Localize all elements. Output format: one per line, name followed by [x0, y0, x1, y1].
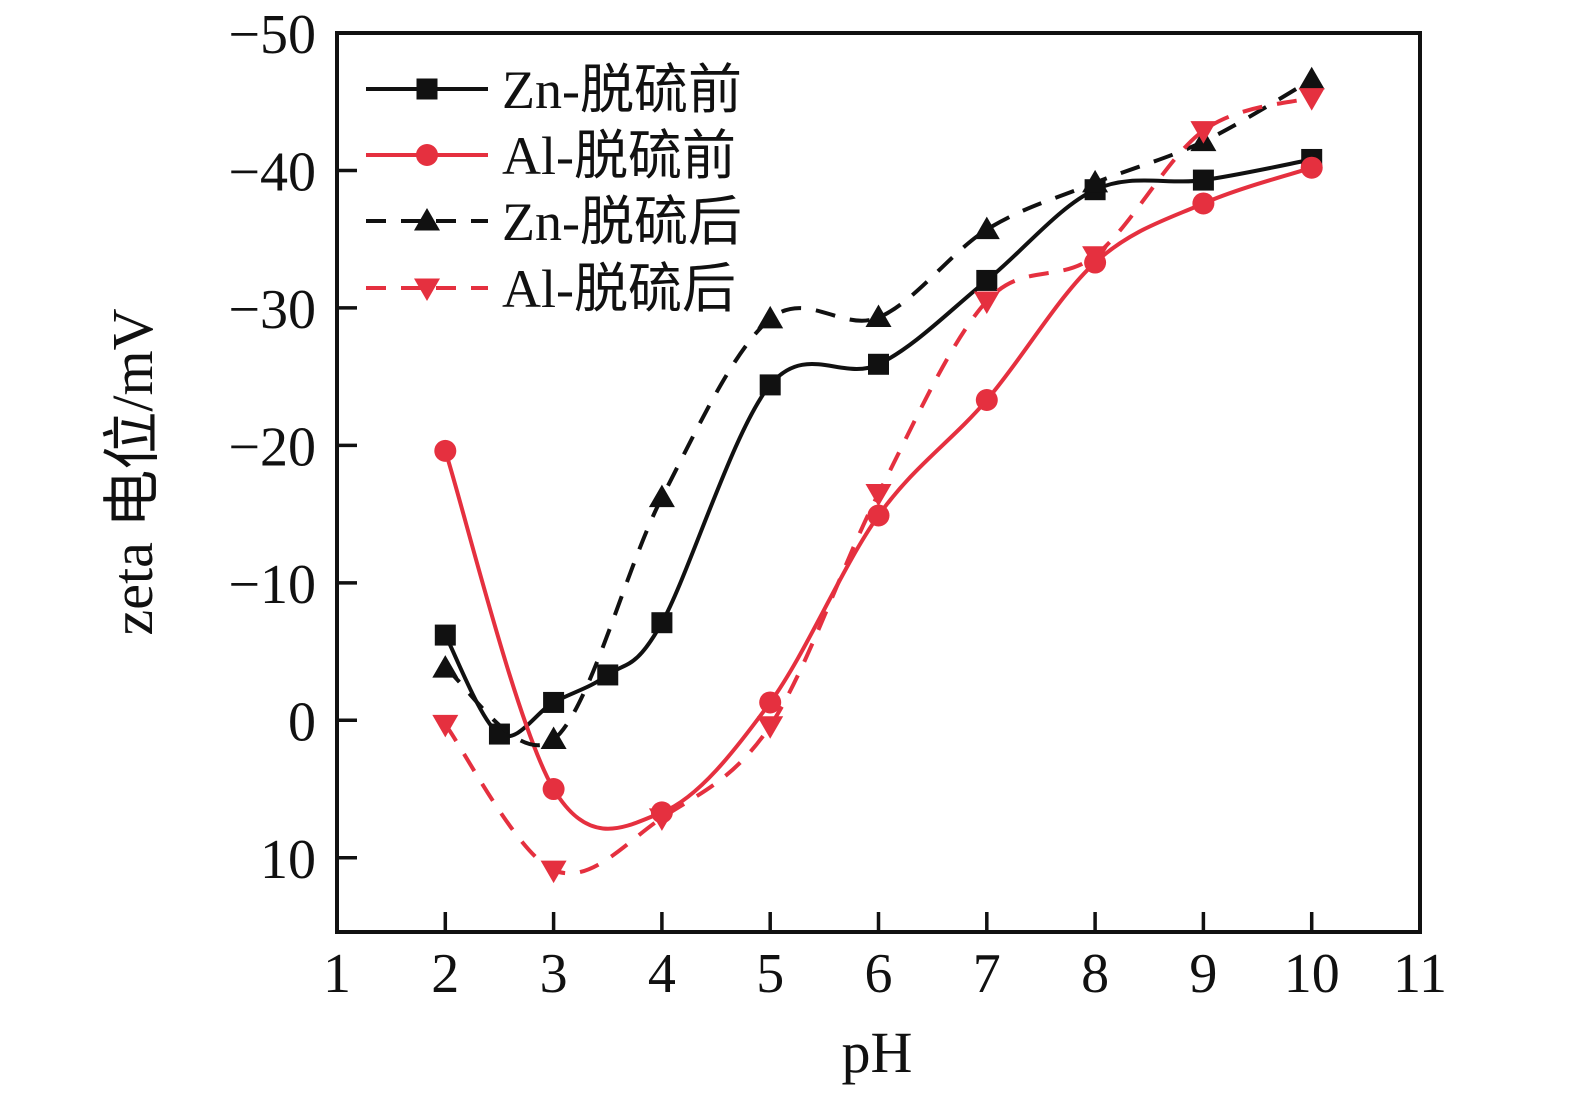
marker-triangle-up-zn-after [648, 484, 675, 508]
marker-circle-al-before [759, 691, 782, 714]
marker-square-zn-before [651, 612, 673, 634]
y-tick-label: −10 [228, 554, 316, 616]
marker-triangle-down-al-after [648, 808, 675, 831]
marker-triangle-up-zn-after [973, 216, 1000, 240]
series-line-al-after [443, 95, 1313, 876]
marker-triangle-up-zn-after [757, 305, 784, 329]
x-tick-label: 3 [540, 943, 568, 1005]
marker-triangle-down-al-after [1298, 88, 1325, 111]
marker-triangle-down-al-after [865, 483, 892, 507]
marker-circle-al-before [542, 778, 565, 801]
x-tick-label: 11 [1393, 943, 1447, 1005]
axis-ticks: 1 2 3 4 5 6 7 8 9 10 11 −50 −40 −30 −20 −10 0 10 [228, 4, 1447, 1005]
marker-square-zn-before [597, 664, 619, 686]
marker-triangle-up-zn-after [1298, 66, 1325, 90]
series-line-zn-after [444, 77, 1313, 748]
marker-triangle-up-zn-after [432, 655, 459, 678]
marker-circle-al-before [975, 389, 998, 412]
marker-triangle-down-al-after [432, 714, 459, 738]
marker-square-zn-before [543, 691, 565, 713]
y-tick-label: −30 [228, 279, 316, 341]
y-tick-label: −50 [228, 4, 316, 66]
legend-label-al-after: Al-脱硫后 [502, 259, 736, 319]
marker-triangle-up-zn-after [1082, 169, 1109, 193]
x-tick-label: 9 [1189, 943, 1217, 1005]
series-markers-al-after [432, 88, 1325, 884]
marker-square-zn-before [868, 353, 889, 375]
marker-square-zn-before [759, 374, 781, 396]
x-tick-label: 4 [648, 943, 676, 1005]
marker-square-zn-before [1192, 169, 1214, 191]
x-tick-label: 5 [756, 943, 784, 1005]
x-axis-title: pH [842, 1020, 913, 1085]
x-tick-label: 1 [323, 943, 351, 1005]
x-tick-label: 2 [431, 943, 459, 1005]
marker-triangle-down-al-after [1082, 246, 1109, 269]
legend-label-zn-after: Zn-脱硫后 [502, 192, 742, 252]
marker-triangle-up-zn-after [865, 304, 892, 328]
legend-marker-zn-after [414, 208, 440, 231]
legend-label-al-before: Al-脱硫前 [502, 126, 736, 186]
x-tick-label: 6 [865, 943, 893, 1005]
x-tick-label: 10 [1284, 943, 1340, 1005]
series-layer [432, 66, 1325, 884]
marker-square-zn-before [434, 624, 456, 646]
legend-samples [366, 78, 488, 301]
y-tick-label: 10 [260, 829, 316, 891]
marker-square-zn-before [976, 269, 998, 291]
plot-box [335, 31, 1422, 934]
marker-triangle-up-zn-after [540, 726, 567, 750]
legend-marker-al-after [414, 278, 440, 301]
x-tick-label: 8 [1081, 943, 1109, 1005]
legend-marker-zn-before [416, 78, 438, 100]
marker-circle-al-before [434, 439, 457, 462]
x-tick-label: 7 [973, 943, 1001, 1005]
y-tick-label: −40 [228, 141, 316, 203]
marker-circle-al-before [1300, 156, 1323, 179]
y-axis-title: zeta 电位/mV [100, 308, 165, 635]
series-markers-zn-before [434, 148, 1323, 745]
marker-circle-al-before [867, 504, 890, 527]
marker-triangle-down-al-after [540, 860, 567, 884]
marker-circle-al-before [1192, 192, 1215, 215]
marker-triangle-down-al-after [1190, 121, 1217, 144]
legend-marker-al-before [416, 144, 438, 166]
y-tick-label: 0 [288, 691, 316, 753]
marker-triangle-down-al-after [973, 291, 1000, 315]
marker-triangle-down-al-after [757, 716, 784, 739]
y-tick-label: −20 [228, 416, 316, 478]
legend-label-zn-before: Zn-脱硫前 [502, 60, 742, 120]
series-markers-zn-after [432, 66, 1325, 750]
